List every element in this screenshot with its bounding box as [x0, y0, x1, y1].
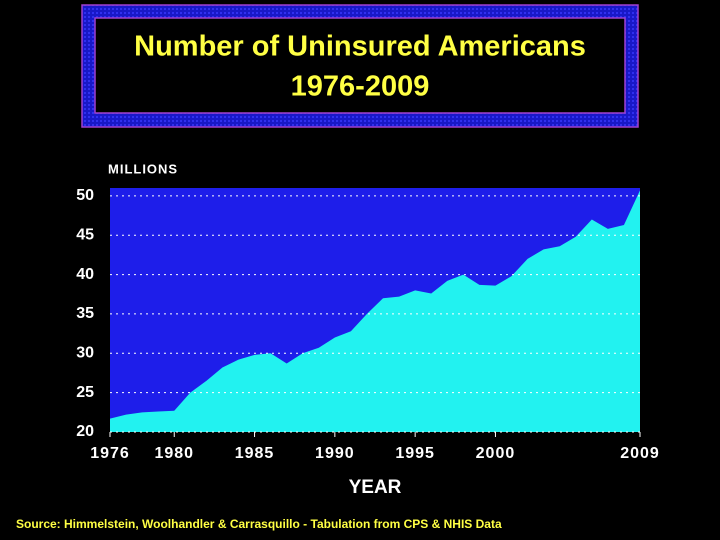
y-tick-label: 30 — [76, 345, 94, 362]
x-tick-label: 1980 — [154, 445, 194, 462]
y-tick-label: 50 — [76, 187, 94, 204]
y-tick-label: 20 — [76, 423, 94, 440]
x-axis-label: YEAR — [349, 477, 402, 498]
source-note: Source: Himmelstein, Woolhandler & Carra… — [16, 517, 502, 531]
y-tick-label: 25 — [76, 384, 94, 401]
y-tick-label: 40 — [76, 266, 94, 283]
x-tick-label: 1985 — [235, 445, 275, 462]
x-tick-label: 1995 — [395, 445, 435, 462]
y-axis-label: MILLIONS — [108, 161, 178, 176]
y-tick-label: 35 — [76, 305, 94, 322]
x-tick-label: 2009 — [620, 445, 660, 462]
y-tick-label: 45 — [76, 226, 94, 243]
x-tick-label: 1990 — [315, 445, 355, 462]
chart-subtitle: 1976-2009 — [291, 71, 430, 103]
x-tick-label: 2000 — [476, 445, 516, 462]
x-tick-label: 1976 — [90, 445, 130, 462]
area — [110, 190, 640, 432]
title-panel — [94, 17, 626, 114]
chart-title: Number of Uninsured Americans — [134, 31, 586, 63]
